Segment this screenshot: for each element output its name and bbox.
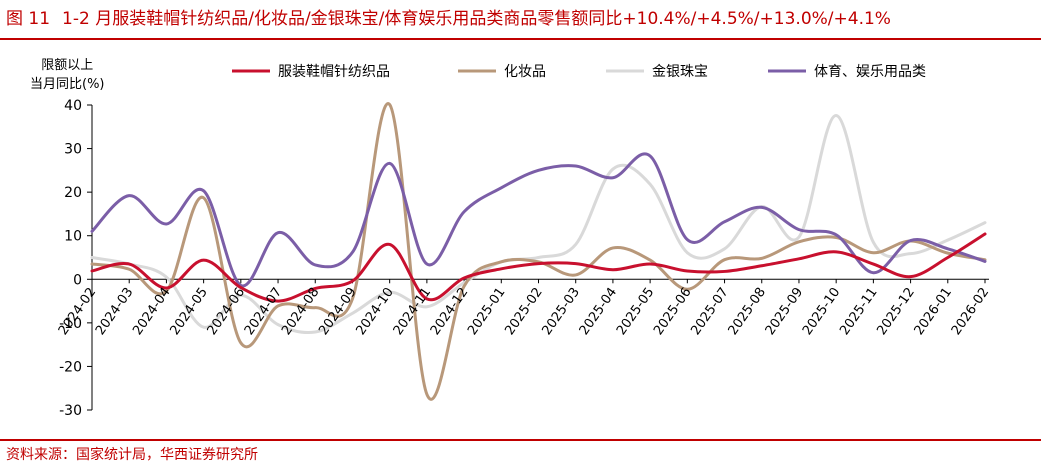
figure-title-text: 1-2 月服装鞋帽针纺织品/化妆品/金银珠宝/体育娱乐用品类商品零售额同比+10…	[62, 9, 891, 29]
y-axis-label: 限额以上 当月同比(%)	[30, 56, 105, 94]
figure-number: 图 11	[6, 9, 51, 29]
y-tick-label: 10	[64, 229, 82, 245]
figure-title: 图 11 1-2 月服装鞋帽针纺织品/化妆品/金银珠宝/体育娱乐用品类商品零售额同…	[6, 4, 1036, 34]
y-tick-label: 0	[73, 272, 82, 288]
y-axis-label-line2: 当月同比(%)	[30, 77, 105, 92]
series-line	[90, 232, 987, 303]
source-note: 资料来源：国家统计局，华西证券研究所	[6, 447, 258, 463]
series-line	[90, 152, 987, 288]
x-tick-label: 2026-02	[949, 285, 992, 338]
chart-legend: 服装鞋帽针纺织品 化妆品 金银珠宝 体育、娱乐用品类	[232, 64, 926, 80]
source-divider	[0, 439, 1041, 441]
y-axis-label-line1: 限额以上	[41, 58, 94, 73]
y-tick-label: -10	[59, 316, 82, 332]
legend-label: 金银珠宝	[652, 64, 708, 80]
chart-series	[90, 102, 987, 401]
legend-label: 服装鞋帽针纺织品	[278, 64, 390, 80]
y-tick-label: 30	[64, 142, 82, 158]
legend-label: 体育、娱乐用品类	[814, 64, 926, 80]
x-axis-tick-labels: 2024-022024-032024-042024-052024-062024-…	[56, 285, 992, 338]
y-tick-label: -20	[59, 359, 82, 375]
series-line	[90, 113, 987, 335]
chart-axes: -30 -20 -10 0 10 20 30 40	[59, 98, 989, 419]
y-tick-label: 20	[64, 185, 82, 201]
y-tick-label: 40	[64, 98, 82, 114]
legend-label: 化妆品	[504, 64, 546, 80]
title-divider	[0, 38, 1041, 40]
series-line	[90, 102, 987, 401]
y-tick-label: -30	[59, 403, 82, 419]
